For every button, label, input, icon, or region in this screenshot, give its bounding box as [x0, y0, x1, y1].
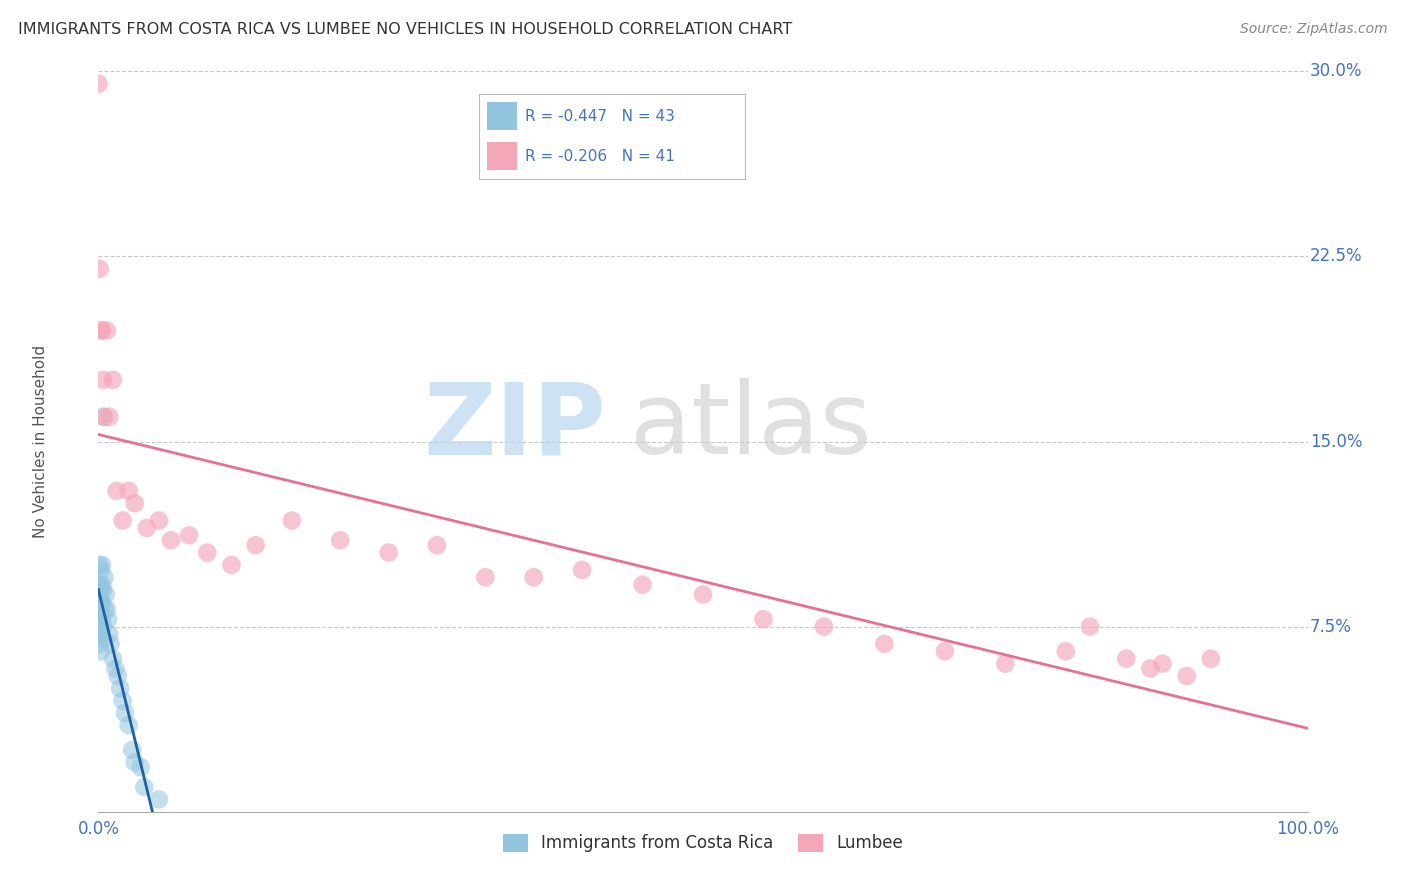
Point — [90, 595, 112, 609]
Text: 7.5%: 7.5% — [1310, 617, 1353, 636]
Point — [96, 602, 118, 616]
Point — [93, 570, 115, 584]
Point — [752, 612, 775, 626]
Point — [1115, 651, 1137, 665]
Text: Source: ZipAtlas.com: Source: ZipAtlas.com — [1240, 22, 1388, 37]
Point — [105, 483, 128, 498]
Point — [91, 595, 114, 609]
Point — [91, 409, 114, 424]
Point — [101, 373, 124, 387]
Point — [98, 627, 121, 641]
Point — [96, 324, 118, 338]
Point — [134, 780, 156, 794]
Point — [129, 760, 152, 774]
Point — [813, 619, 835, 633]
Point — [87, 612, 110, 626]
Point — [179, 528, 201, 542]
Point — [118, 483, 141, 498]
Point — [89, 612, 111, 626]
Point — [93, 409, 115, 424]
Point — [160, 533, 183, 548]
Text: IMMIGRANTS FROM COSTA RICA VS LUMBEE NO VEHICLES IN HOUSEHOLD CORRELATION CHART: IMMIGRANTS FROM COSTA RICA VS LUMBEE NO … — [18, 22, 793, 37]
Text: 30.0%: 30.0% — [1310, 62, 1362, 80]
Point — [1175, 669, 1198, 683]
Point — [692, 588, 714, 602]
Point — [90, 644, 112, 658]
Point — [89, 602, 111, 616]
Point — [108, 681, 131, 696]
Text: 22.5%: 22.5% — [1310, 247, 1362, 266]
Point — [195, 546, 218, 560]
Point — [91, 582, 114, 597]
Text: ZIP: ZIP — [423, 378, 606, 475]
Point — [107, 669, 129, 683]
Point — [89, 558, 111, 572]
Point — [148, 792, 170, 806]
Point — [631, 577, 654, 591]
Point — [91, 373, 114, 387]
Point — [89, 627, 111, 641]
Point — [245, 538, 267, 552]
Point — [1152, 657, 1174, 671]
Legend: Immigrants from Costa Rica, Lumbee: Immigrants from Costa Rica, Lumbee — [496, 827, 910, 859]
Text: atlas: atlas — [630, 378, 872, 475]
Point — [474, 570, 496, 584]
Point — [104, 662, 127, 676]
Point — [89, 595, 111, 609]
Point — [90, 324, 112, 338]
Point — [114, 706, 136, 720]
Text: 15.0%: 15.0% — [1310, 433, 1362, 450]
Point — [97, 612, 120, 626]
Point — [221, 558, 243, 572]
Point — [934, 644, 956, 658]
Point — [87, 77, 110, 91]
Point — [121, 743, 143, 757]
Text: No Vehicles in Household: No Vehicles in Household — [32, 345, 48, 538]
Point — [94, 588, 117, 602]
Point — [91, 558, 114, 572]
Point — [100, 637, 122, 651]
Point — [93, 602, 115, 616]
Point — [329, 533, 352, 548]
Point — [426, 538, 449, 552]
Point — [91, 619, 114, 633]
Point — [994, 657, 1017, 671]
Point — [91, 612, 114, 626]
Point — [873, 637, 896, 651]
Point — [89, 261, 111, 276]
Point — [91, 324, 114, 338]
Point — [89, 577, 111, 591]
Point — [90, 582, 112, 597]
Point — [98, 409, 121, 424]
Point — [1078, 619, 1101, 633]
Point — [1139, 662, 1161, 676]
Point — [91, 577, 114, 591]
Point — [124, 756, 146, 770]
Point — [571, 563, 593, 577]
Point — [90, 563, 112, 577]
Point — [281, 514, 304, 528]
Point — [101, 651, 124, 665]
Point — [91, 632, 114, 646]
Point — [87, 582, 110, 597]
Point — [377, 546, 399, 560]
Point — [1054, 644, 1077, 658]
Point — [87, 602, 110, 616]
Point — [523, 570, 546, 584]
Point — [124, 496, 146, 510]
Point — [111, 694, 134, 708]
Point — [135, 521, 157, 535]
Point — [111, 514, 134, 528]
Point — [1199, 651, 1222, 665]
Point — [89, 637, 111, 651]
Point — [148, 514, 170, 528]
Point — [118, 718, 141, 732]
Point — [90, 607, 112, 622]
Point — [90, 627, 112, 641]
